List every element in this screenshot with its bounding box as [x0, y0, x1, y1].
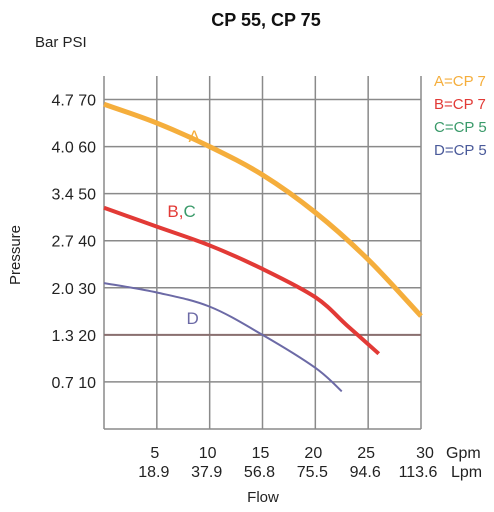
curve-label-c: C — [183, 202, 195, 221]
grid — [103, 76, 422, 430]
x-tick-label-gpm: 10 — [199, 445, 217, 462]
x-tick-label-gpm: 25 — [357, 445, 375, 462]
curve-label-sep: , — [179, 202, 184, 221]
y-tick-label: 2.0 30 — [52, 281, 97, 298]
y-tick-label: 2.7 40 — [52, 234, 97, 251]
legend-entry: D=CP 5 — [434, 142, 487, 159]
y-tick-label: 1.3 20 — [52, 328, 97, 345]
curve-labels: A B,C D — [167, 127, 200, 328]
series-layer — [103, 101, 423, 393]
x-tick-label-lpm: 18.9 — [138, 464, 169, 481]
x-tick-label-lpm: 113.6 — [399, 464, 438, 481]
x-tick-label-gpm: 5 — [150, 445, 159, 462]
y-tick-label: 0.7 10 — [52, 375, 97, 392]
legend-entry: A=CP 7 — [434, 73, 486, 90]
legend-entry: B=CP 7 — [434, 96, 486, 113]
y-tick-label: 3.4 50 — [52, 187, 97, 204]
y-axis-label: Pressure — [7, 225, 24, 285]
x-tick-label-lpm: 75.5 — [297, 464, 328, 481]
tick-labels: 4.7 70 4.0 60 3.4 50 2.7 40 2.0 30 1.3 20 0.7 … — [52, 93, 438, 481]
x-tick-label-lpm: 37.9 — [191, 464, 222, 481]
x-tick-label-lpm: 94.6 — [350, 464, 381, 481]
chart-title: CP 55, CP 75 — [211, 10, 320, 30]
legend-entry: C=CP 5 — [434, 119, 487, 136]
curve-label-d: D — [187, 309, 199, 328]
x-unit-lpm: Lpm — [451, 464, 482, 481]
x-tick-label-gpm: 20 — [304, 445, 322, 462]
y-tick-label: 4.0 60 — [52, 140, 97, 157]
x-axis-label: Flow — [247, 489, 279, 506]
curve-label-a: A — [189, 127, 201, 146]
curve-label-bc: B,C — [167, 202, 195, 221]
y-tick-label: 4.7 70 — [52, 93, 97, 110]
legend: A=CP 7 B=CP 7 C=CP 5 D=CP 5 — [434, 73, 487, 159]
series-line-bc — [103, 205, 381, 356]
x-tick-label-gpm: 30 — [416, 445, 434, 462]
curve-label-b: B — [167, 202, 178, 221]
x-tick-label-gpm: 15 — [252, 445, 270, 462]
y-unit-label: Bar PSI — [35, 34, 87, 51]
series-line-a — [103, 101, 423, 318]
x-tick-label-lpm: 56.8 — [244, 464, 275, 481]
x-unit-gpm: Gpm — [446, 445, 481, 462]
series-line-d — [103, 282, 343, 393]
